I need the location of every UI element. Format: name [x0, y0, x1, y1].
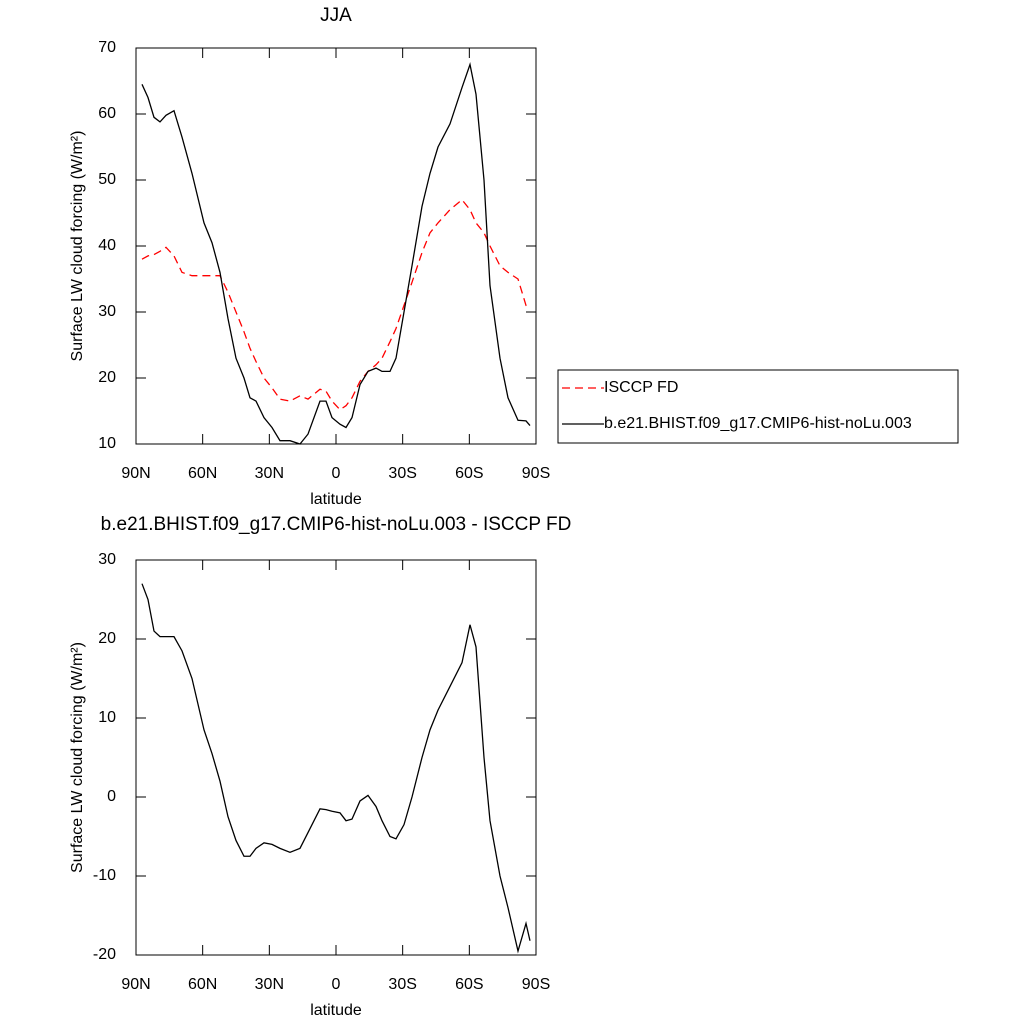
y-axis-label: Surface LW cloud forcing (W/m²) — [69, 131, 86, 362]
y-tick-label: 10 — [98, 709, 116, 726]
x-tick-label: 90N — [121, 976, 150, 993]
x-tick-label: 30S — [388, 976, 416, 993]
data-line — [141, 62, 531, 445]
legend-box — [557, 369, 959, 444]
y-tick-label: -10 — [93, 867, 116, 884]
x-tick-label: 30N — [255, 465, 284, 482]
plot-frame — [135, 559, 537, 956]
x-tick-label: 60N — [188, 976, 217, 993]
x-tick-label: 30S — [388, 465, 416, 482]
y-tick-label: 30 — [98, 551, 116, 568]
data-line — [141, 583, 531, 954]
y-tick-label: 40 — [98, 237, 116, 254]
legend-label: ISCCP FD — [604, 379, 678, 396]
x-tick-label: 60S — [455, 465, 483, 482]
x-tick-label: 60N — [188, 465, 217, 482]
y-tick-label: 60 — [98, 105, 116, 122]
x-tick-label: 90S — [522, 465, 550, 482]
chart-title: b.e21.BHIST.f09_g17.CMIP6-hist-noLu.003 … — [101, 514, 572, 535]
x-tick-label: 0 — [332, 976, 341, 993]
y-tick-label: 50 — [98, 171, 116, 188]
x-tick-label: 90S — [522, 976, 550, 993]
x-tick-label: 90N — [121, 465, 150, 482]
x-tick-label: 30N — [255, 976, 284, 993]
y-axis-label: Surface LW cloud forcing (W/m²) — [69, 642, 86, 873]
data-line — [141, 198, 531, 411]
x-axis-label: latitude — [310, 491, 362, 508]
y-tick-label: 0 — [107, 788, 116, 805]
legend-label: b.e21.BHIST.f09_g17.CMIP6-hist-noLu.003 — [604, 415, 912, 432]
x-tick-label: 0 — [332, 465, 341, 482]
x-tick-label: 60S — [455, 976, 483, 993]
chart-title: JJA — [320, 5, 352, 26]
x-axis-label: latitude — [310, 1002, 362, 1019]
y-tick-label: 20 — [98, 369, 116, 386]
y-tick-label: 70 — [98, 39, 116, 56]
y-tick-label: -20 — [93, 946, 116, 963]
y-tick-label: 20 — [98, 630, 116, 647]
plot-frame — [135, 47, 537, 445]
y-tick-label: 30 — [98, 303, 116, 320]
y-tick-label: 10 — [98, 435, 116, 452]
